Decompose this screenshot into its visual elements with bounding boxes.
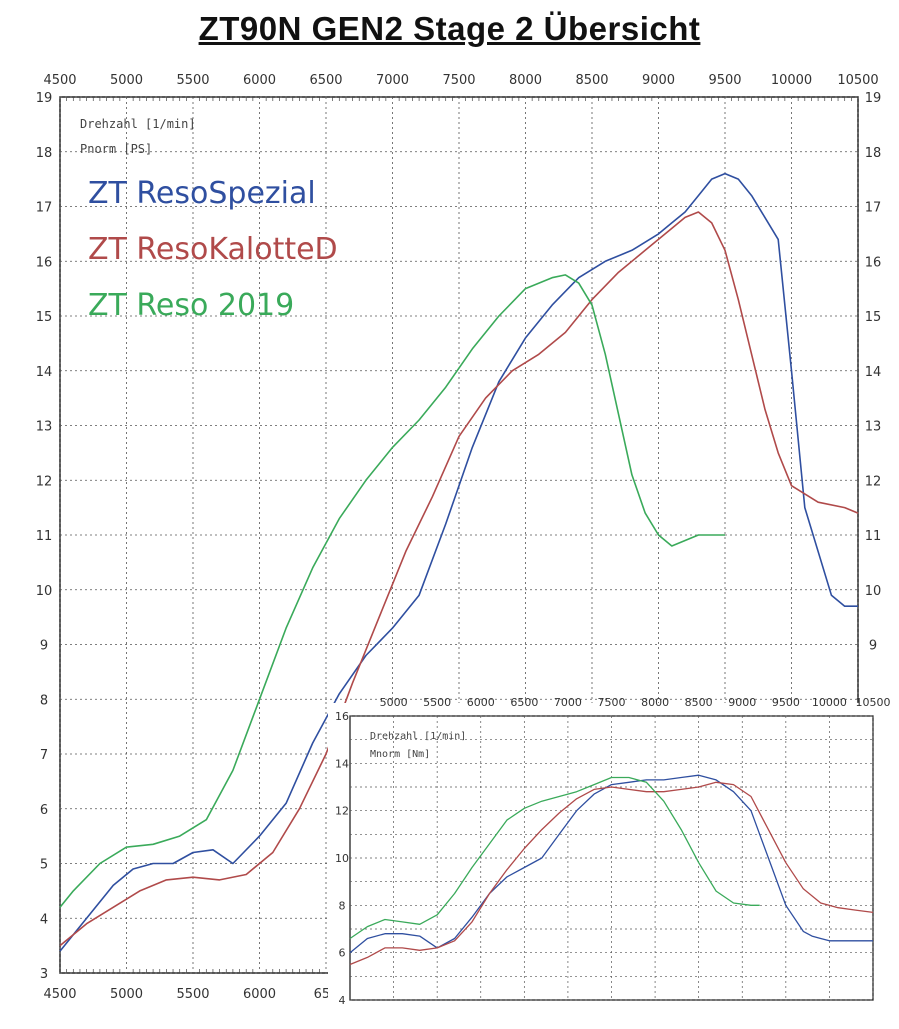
main-left-tick-label: 12 — [36, 474, 53, 489]
inset-top-tick-label: 9500 — [772, 696, 800, 709]
main-left-tick-label: 9 — [40, 639, 48, 654]
inset-left-tick-label: 14 — [335, 757, 349, 770]
legend-entry-1: ZT ResoSpezial — [88, 176, 316, 211]
main-right-tick-label: 18 — [865, 146, 882, 161]
main-left-tick-label: 4 — [40, 912, 48, 927]
legend-entry-3: ZT Reso 2019 — [88, 288, 294, 323]
main-top-tick-label: 4500 — [43, 73, 76, 88]
main-ticks: 4500 5000 5500 6000 6500 7000 7500 8000 8500 9000… — [36, 73, 882, 1002]
legend-entry-2: ZT ResoKalotteD — [88, 232, 338, 267]
main-left-tick-label: 15 — [36, 310, 53, 325]
inset-y-axis-label: Mnorm [Nm] — [370, 749, 430, 760]
inset-top-tick-label: 6500 — [510, 696, 538, 709]
main-left-tick-label: 13 — [36, 420, 53, 435]
main-bottom-tick-label: 5500 — [176, 987, 209, 1002]
inset-series-line-3 — [349, 776, 760, 940]
main-right-tick-label: 10 — [865, 584, 882, 599]
main-top-tick-label: 7500 — [442, 73, 475, 88]
inset-left-tick-label: 16 — [335, 710, 349, 723]
inset-top-tick-label: 8500 — [685, 696, 713, 709]
inset-top-tick-label: 8000 — [641, 696, 669, 709]
main-right-tick-label: 14 — [865, 365, 882, 380]
main-top-tick-label: 10000 — [771, 73, 812, 88]
inset-left-tick-label: 6 — [339, 947, 346, 960]
inset-top-tick-label: 5500 — [423, 696, 451, 709]
inset-left-tick-label: 12 — [335, 805, 349, 818]
inset-top-tick-label: 9000 — [728, 696, 756, 709]
main-right-tick-label: 17 — [865, 201, 882, 216]
main-x-axis-label: Drehzahl [1/min] — [80, 117, 196, 131]
main-left-tick-label: 14 — [36, 365, 53, 380]
main-top-tick-label: 5000 — [110, 73, 143, 88]
main-top-tick-label: 8000 — [509, 73, 542, 88]
main-top-tick-label: 8500 — [575, 73, 608, 88]
inset-ticks: 5000 5500 6000 6500 7000 7500 8000 8500 9000 9500… — [335, 696, 891, 1007]
main-series-line-1 — [59, 172, 858, 952]
main-left-tick-label: 6 — [40, 803, 48, 818]
main-left-tick-label: 11 — [36, 529, 53, 544]
main-right-tick-label: 16 — [865, 255, 882, 270]
inset-top-tick-label: 10500 — [856, 696, 891, 709]
inset-left-tick-label: 4 — [339, 994, 346, 1007]
inset-top-tick-label: 5000 — [380, 696, 408, 709]
main-series — [59, 172, 859, 952]
inset-background — [328, 703, 899, 1029]
main-left-tick-label: 8 — [40, 693, 48, 708]
main-left-tick-label: 5 — [40, 858, 48, 873]
inset-left-tick-label: 8 — [339, 899, 346, 912]
inset-top-tick-label: 7000 — [554, 696, 582, 709]
main-top-tick-label: 9500 — [708, 73, 741, 88]
main-right-tick-label: 19 — [865, 91, 882, 106]
legend: ZT ResoSpezial ZT ResoKalotteD ZT Reso 201… — [88, 176, 338, 323]
main-bottom-tick-label: 4500 — [43, 987, 76, 1002]
main-left-tick-label: 17 — [36, 201, 53, 216]
inset-left-tick-label: 10 — [335, 852, 349, 865]
main-right-tick-label: 9 — [869, 639, 877, 654]
chart-title: ZT90N GEN2 Stage 2 Übersicht — [198, 10, 701, 47]
main-y-axis-label: Pnorm [PS] — [80, 142, 152, 156]
main-bottom-tick-label: 6000 — [243, 987, 276, 1002]
main-top-tick-label: 5500 — [176, 73, 209, 88]
main-top-tick-label: 6500 — [309, 73, 342, 88]
inset-series-line-2 — [349, 781, 874, 966]
main-left-tick-label: 16 — [36, 255, 53, 270]
main-right-tick-label: 11 — [865, 529, 882, 544]
main-left-tick-label: 19 — [36, 91, 53, 106]
inset-top-tick-label: 7500 — [598, 696, 626, 709]
main-right-tick-label: 15 — [865, 310, 882, 325]
inset-top-tick-label: 10000 — [812, 696, 847, 709]
main-series-line-2 — [59, 211, 859, 947]
main-left-tick-label: 3 — [40, 967, 48, 982]
inset-series — [349, 774, 874, 966]
inset-top-tick-label: 6000 — [467, 696, 495, 709]
main-right-tick-label: 13 — [865, 420, 882, 435]
main-left-tick-label: 10 — [36, 584, 53, 599]
main-bottom-tick-label: 5000 — [110, 987, 143, 1002]
main-top-tick-label: 10500 — [837, 73, 878, 88]
inset-x-axis-label: Drehzahl [1/min] — [370, 731, 466, 742]
main-top-tick-label: 7000 — [376, 73, 409, 88]
main-top-tick-label: 6000 — [243, 73, 276, 88]
main-right-tick-label: 12 — [865, 474, 882, 489]
main-left-tick-label: 18 — [36, 146, 53, 161]
main-top-tick-label: 9000 — [642, 73, 675, 88]
main-left-tick-label: 7 — [40, 748, 48, 763]
main-series-line-3 — [59, 274, 725, 908]
